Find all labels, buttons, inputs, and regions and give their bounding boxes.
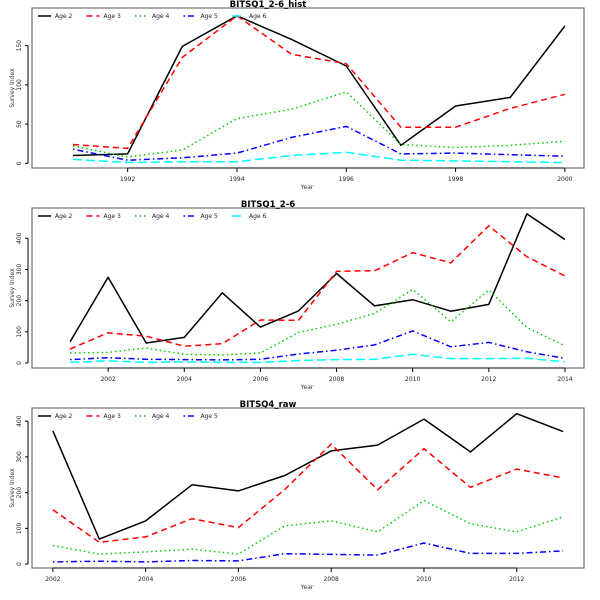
legend: Age 2 Age 3 Age 4 Age 5 Age 6 xyxy=(38,213,267,220)
x-tick-label: 2008 xyxy=(329,376,344,383)
y-tick-label: 200 xyxy=(16,487,23,499)
y-tick-label: 100 xyxy=(16,79,23,91)
series-line-age-6 xyxy=(72,151,565,164)
series-line-age-4 xyxy=(52,499,564,555)
y-tick-label: 100 xyxy=(16,326,23,338)
legend-label-age-6: Age 6 xyxy=(249,13,267,20)
series-line-age-5 xyxy=(52,542,564,563)
chart-panel-bitsq1-hist: BITSQ1_2-6_hist 0 50 100 150 Survey Index 1992… xyxy=(9,0,585,191)
x-tick-label: 1992 xyxy=(120,176,135,183)
plot-frame xyxy=(31,407,585,569)
legend-label-age-3: Age 3 xyxy=(104,13,122,20)
legend-label-age-5: Age 5 xyxy=(201,13,219,20)
x-tick-label: 2008 xyxy=(324,576,339,583)
legend-label-age-2: Age 2 xyxy=(55,413,73,420)
series-line-age-5 xyxy=(72,125,565,161)
x-tick-label: 2010 xyxy=(416,576,431,583)
y-axis-label: Survey Index xyxy=(9,468,16,508)
series-line-age-3 xyxy=(69,225,566,350)
legend-label-age-2: Age 2 xyxy=(55,213,73,220)
y-tick-label: 300 xyxy=(16,451,23,463)
series-line-age-2 xyxy=(72,15,566,157)
legend-label-age-4: Age 4 xyxy=(152,413,170,420)
x-tick-label: 1998 xyxy=(448,176,463,183)
y-tick-label: 0 xyxy=(16,562,23,566)
y-tick-label: 400 xyxy=(16,415,23,427)
series-line-age-2 xyxy=(52,412,564,540)
x-tick-label: 2006 xyxy=(253,376,268,383)
legend-label-age-5: Age 5 xyxy=(201,213,219,220)
chart-panel-bitsq4-raw: BITSQ4_raw 0 100 200 300 400 Survey Index 2002 2… xyxy=(9,400,585,591)
y-tick-label: 400 xyxy=(16,232,23,244)
series-line-age-6 xyxy=(70,353,566,364)
x-tick-label: 2006 xyxy=(231,576,246,583)
y-axis-label: Survey Index xyxy=(9,68,16,108)
chart-title: BITSQ1_2-6_hist xyxy=(230,0,307,10)
x-tick-label: 2000 xyxy=(557,176,572,183)
x-tick-label: 2002 xyxy=(45,576,60,583)
y-axis-label: Survey Index xyxy=(9,268,16,308)
chart-title: BITSQ1_2-6 xyxy=(241,200,295,210)
x-tick-label: 2004 xyxy=(138,576,153,583)
legend-label-age-3: Age 3 xyxy=(104,413,122,420)
series-line-age-4 xyxy=(72,91,565,158)
legend-label-age-3: Age 3 xyxy=(104,213,122,220)
chart-title: BITSQ4_raw xyxy=(240,400,297,410)
x-tick-label: 2014 xyxy=(557,376,572,383)
y-tick-label: 200 xyxy=(16,295,23,307)
x-tick-label: 2002 xyxy=(100,376,115,383)
y-tick-label: 150 xyxy=(16,40,23,52)
y-tick-label: 0 xyxy=(16,361,23,365)
x-axis-label: Year xyxy=(300,584,314,591)
legend: Age 2 Age 3 Age 4 Age 5 xyxy=(38,413,218,420)
x-tick-label: 2004 xyxy=(177,376,192,383)
y-tick-label: 50 xyxy=(16,120,23,128)
series-line-age-5 xyxy=(70,330,566,361)
x-axis-label: Year xyxy=(300,184,314,191)
x-tick-label: 1994 xyxy=(229,176,244,183)
x-tick-label: 2010 xyxy=(405,376,420,383)
legend-label-age-4: Age 4 xyxy=(152,13,170,20)
x-tick-label: 2012 xyxy=(509,576,524,583)
x-axis-label: Year xyxy=(300,384,314,391)
legend-label-age-2: Age 2 xyxy=(55,13,73,20)
legend: Age 2 Age 3 Age 4 Age 5 Age 6 xyxy=(38,13,267,20)
series-line-age-3 xyxy=(72,15,566,150)
chart-panel-bitsq1: BITSQ1_2-6 0 100 200 300 400 Survey Index 2002 2… xyxy=(9,200,585,391)
series-line-age-2 xyxy=(69,213,566,344)
y-tick-label: 300 xyxy=(16,264,23,276)
x-tick-label: 2012 xyxy=(481,376,496,383)
series-line-age-3 xyxy=(52,443,564,544)
y-tick-label: 0 xyxy=(16,161,23,165)
x-tick-label: 1996 xyxy=(339,176,354,183)
legend-label-age-5: Age 5 xyxy=(201,413,219,420)
legend-label-age-6: Age 6 xyxy=(249,213,267,220)
legend-label-age-4: Age 4 xyxy=(152,213,170,220)
y-tick-label: 100 xyxy=(16,522,23,534)
plot-frame xyxy=(31,7,585,169)
